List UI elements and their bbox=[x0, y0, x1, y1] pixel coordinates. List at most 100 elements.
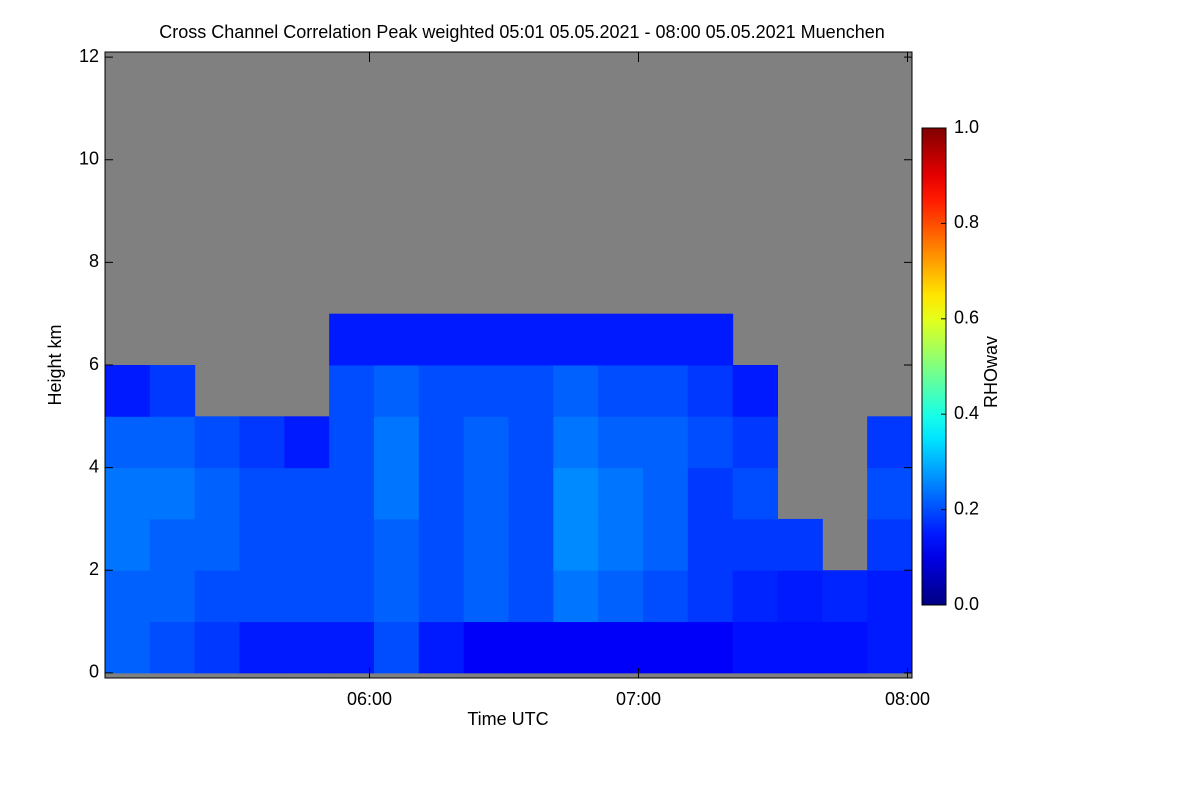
heatmap-cell bbox=[284, 467, 330, 520]
heatmap-cell bbox=[239, 416, 285, 469]
heatmap-cell bbox=[374, 621, 420, 674]
heatmap-cell bbox=[867, 416, 913, 469]
y-tick-label: 4 bbox=[89, 456, 99, 476]
heatmap-cell bbox=[418, 570, 465, 623]
heatmap-cell bbox=[732, 518, 778, 571]
heatmap-cell bbox=[732, 621, 778, 674]
heatmap-cell bbox=[598, 467, 644, 520]
heatmap-cell bbox=[329, 621, 375, 674]
colorbar bbox=[921, 127, 947, 606]
heatmap-cell bbox=[822, 621, 868, 674]
heatmap-cell bbox=[732, 570, 778, 623]
y-axis-label: Height km bbox=[45, 324, 65, 405]
heatmap-cell bbox=[149, 621, 196, 674]
y-tick-label: 2 bbox=[89, 559, 99, 579]
heatmap-cell bbox=[508, 621, 554, 674]
heatmap-cell bbox=[284, 570, 330, 623]
heatmap-cell bbox=[329, 570, 375, 623]
x-axis-label: Time UTC bbox=[467, 709, 548, 729]
heatmap-cell bbox=[463, 467, 509, 520]
x-tick-label: 07:00 bbox=[616, 689, 661, 709]
heatmap-cell bbox=[329, 467, 375, 520]
heatmap-cell bbox=[687, 518, 734, 571]
heatmap-cell bbox=[867, 467, 913, 520]
heatmap-cell bbox=[732, 365, 778, 417]
heatmap-cell bbox=[105, 621, 151, 674]
heatmap-cell bbox=[553, 621, 599, 674]
y-tick-label: 10 bbox=[79, 149, 99, 169]
heatmap-cell bbox=[194, 518, 240, 571]
colorbar-tick-label: 0.2 bbox=[954, 498, 979, 518]
heatmap-cell bbox=[239, 621, 285, 674]
heatmap-cell bbox=[284, 416, 330, 469]
heatmap-cell bbox=[463, 416, 509, 469]
heatmap-cell bbox=[374, 518, 420, 571]
y-tick-label: 0 bbox=[89, 662, 99, 682]
heatmap-cell bbox=[598, 313, 644, 366]
heatmap-cell bbox=[643, 365, 689, 417]
heatmap-cell bbox=[508, 467, 554, 520]
heatmap-cell bbox=[687, 313, 734, 366]
heatmap-cell bbox=[418, 518, 465, 571]
heatmap-cell bbox=[374, 467, 420, 520]
heatmap-cell bbox=[463, 365, 509, 417]
y-tick-label: 8 bbox=[89, 251, 99, 271]
heatmap-cell bbox=[418, 621, 465, 674]
heatmap-cell bbox=[149, 365, 196, 417]
heatmap-cell bbox=[105, 365, 151, 417]
y-tick-label: 6 bbox=[89, 354, 99, 374]
colorbar-tick-label: 0.0 bbox=[954, 594, 979, 614]
heatmap-cell bbox=[374, 416, 420, 469]
heatmap-cell bbox=[239, 467, 285, 520]
heatmap-cell bbox=[284, 621, 330, 674]
heatmap-cell bbox=[643, 518, 689, 571]
heatmap-cell bbox=[149, 416, 196, 469]
heatmap-cell bbox=[329, 416, 375, 469]
heatmap-cell bbox=[687, 467, 734, 520]
heatmap-cell bbox=[105, 467, 151, 520]
heatmap-cell bbox=[553, 365, 599, 417]
heatmap-cell bbox=[463, 518, 509, 571]
heatmap-cell bbox=[463, 621, 509, 674]
heatmap-cell bbox=[687, 621, 734, 674]
heatmap-cell bbox=[418, 313, 465, 366]
heatmap-cell bbox=[777, 518, 823, 571]
heatmap-cell bbox=[508, 365, 554, 417]
heatmap-cell bbox=[553, 467, 599, 520]
heatmap-cell bbox=[643, 416, 689, 469]
heatmap-cell bbox=[194, 467, 240, 520]
heatmap-cell bbox=[598, 570, 644, 623]
heatmap-cell bbox=[598, 365, 644, 417]
heatmap-cell bbox=[149, 570, 196, 623]
heatmap-cell bbox=[329, 365, 375, 417]
colorbar-tick-label: 0.6 bbox=[954, 308, 979, 328]
heatmap-cell bbox=[643, 467, 689, 520]
heatmap-cell bbox=[643, 313, 689, 366]
heatmap-cell bbox=[105, 416, 151, 469]
heatmap-cell bbox=[732, 416, 778, 469]
heatmap-cell bbox=[463, 570, 509, 623]
heatmap-cell bbox=[418, 467, 465, 520]
colorbar-tick-label: 1.0 bbox=[954, 117, 979, 137]
heatmap-cell bbox=[553, 313, 599, 366]
heatmap-cell bbox=[284, 518, 330, 571]
heatmap-cell bbox=[732, 467, 778, 520]
heatmap-cell bbox=[508, 313, 554, 366]
heatmap-cell bbox=[508, 416, 554, 469]
heatmap-cell bbox=[194, 416, 240, 469]
x-tick-label: 08:00 bbox=[885, 689, 930, 709]
heatmap-cell bbox=[867, 518, 913, 571]
heatmap-cell bbox=[418, 416, 465, 469]
heatmap-cell bbox=[239, 570, 285, 623]
heatmap-cell bbox=[687, 416, 734, 469]
heatmap-cell bbox=[149, 467, 196, 520]
colorbar-label: RHOwav bbox=[981, 336, 1001, 408]
colorbar-tick-label: 0.4 bbox=[954, 403, 979, 423]
heatmap-cell bbox=[598, 518, 644, 571]
heatmap-cell bbox=[598, 416, 644, 469]
heatmap-cell bbox=[105, 570, 151, 623]
heatmap-cell bbox=[105, 518, 151, 571]
x-tick-label: 06:00 bbox=[347, 689, 392, 709]
colorbar-tick-label: 0.8 bbox=[954, 212, 979, 232]
